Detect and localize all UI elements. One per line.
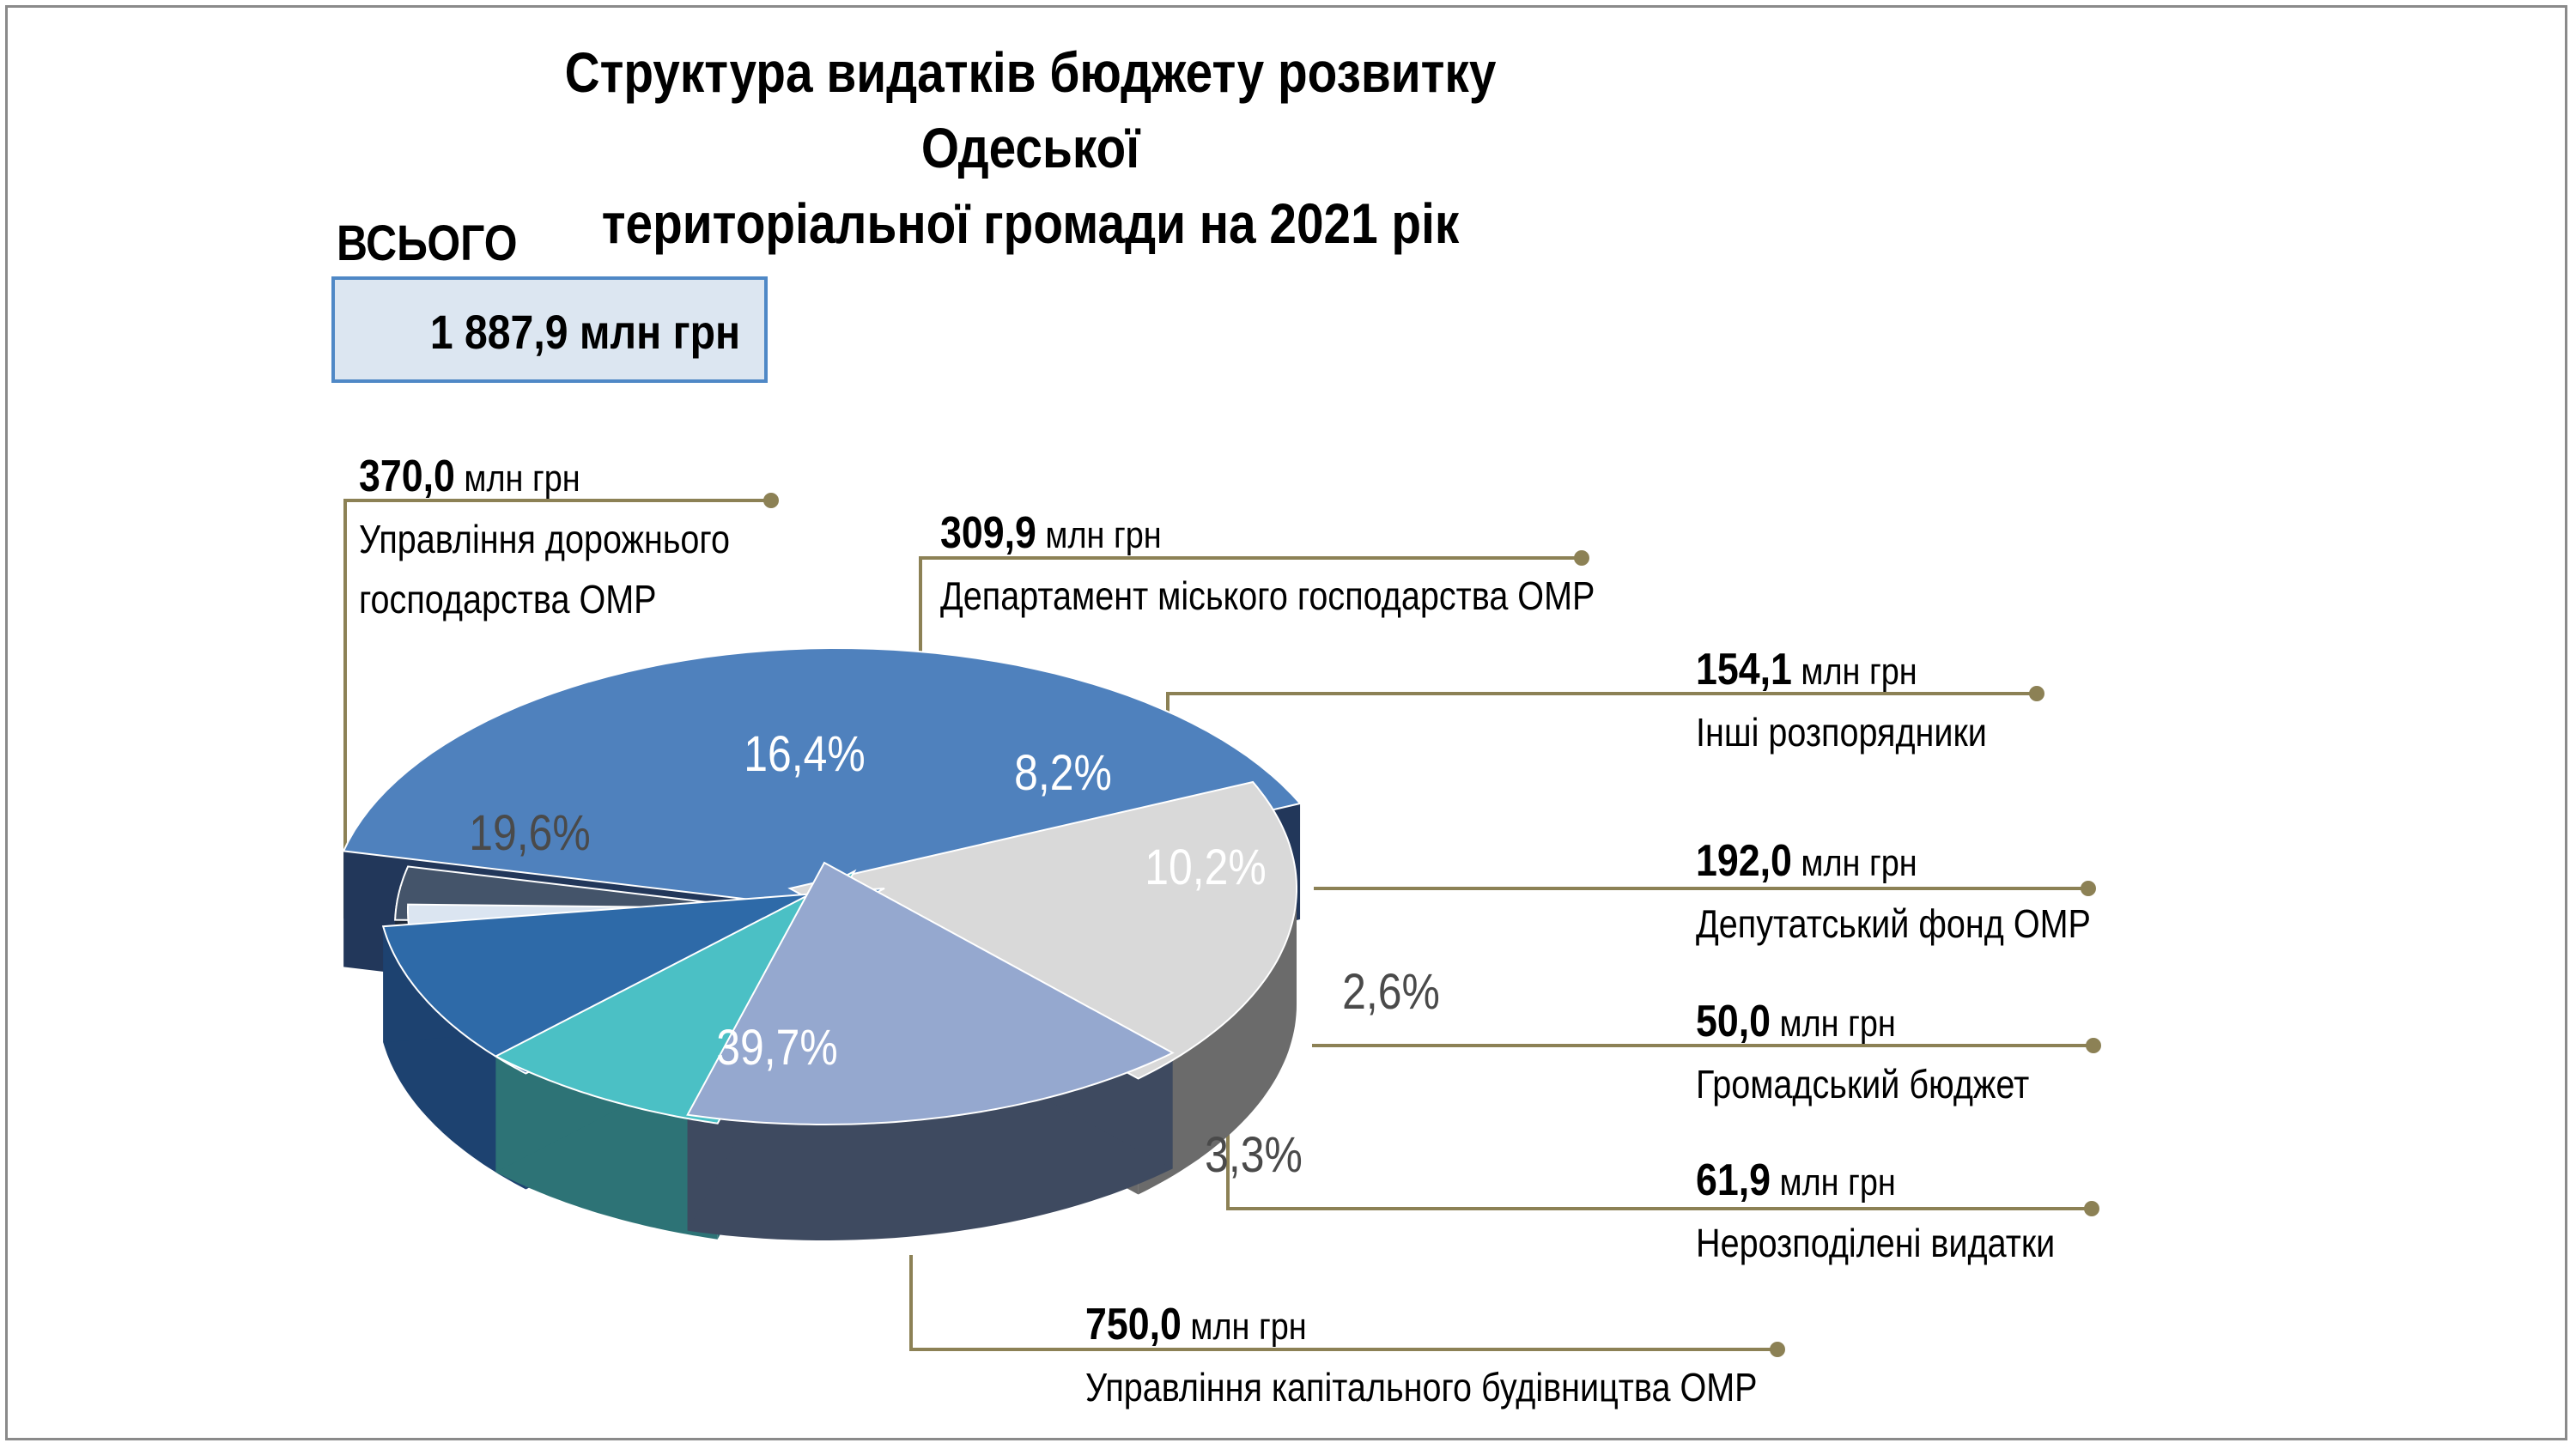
leader-line-6 <box>1226 1129 2092 1210</box>
slice-name-1: Управління дорожнього господарства ОМР <box>359 517 731 621</box>
slice-value-2: 309,9 <box>940 508 1036 558</box>
slice-unit-5: млн грн <box>1771 1003 1896 1045</box>
slice-label-4: 192,0 млн грн Депутатський фонд ОМР <box>1696 831 2091 954</box>
slice-value-3: 154,1 <box>1696 645 1792 694</box>
slice-label-2: 309,9 млн грн Департамент міського господ… <box>940 503 1595 626</box>
leader-dot-1 <box>763 493 779 508</box>
chart-title-line2: територіальної громади на 2021 рік <box>601 191 1460 255</box>
total-box: 1 887,9 млн грн <box>331 276 768 383</box>
leader-dot-5 <box>2086 1038 2101 1053</box>
percent-label-1: 19,6% <box>469 806 590 861</box>
slice-name-2: Департамент міського господарства ОМР <box>940 573 1595 618</box>
slice-value-4: 192,0 <box>1696 836 1792 886</box>
percent-label-5: 2,6% <box>1342 965 1440 1020</box>
leader-dot-0 <box>1770 1342 1785 1357</box>
slice-value-5: 50,0 <box>1696 997 1771 1046</box>
slice-unit-2: млн грн <box>1036 514 1162 556</box>
leader-dot-6 <box>2084 1201 2099 1216</box>
percent-labels: 39,7% 19,6% 16,4% 8,2% 10,2% 2,6% 3,3% <box>469 727 1440 1183</box>
leader-line-1 <box>343 499 771 919</box>
slice-unit-6: млн грн <box>1771 1161 1896 1203</box>
slice-name-6: Нерозподілені видатки <box>1696 1221 2056 1265</box>
pie-tops <box>342 646 1302 1125</box>
slice-unit-0: млн грн <box>1181 1306 1307 1348</box>
leader-dot-4 <box>2081 881 2096 896</box>
chart-title: Структура видатків бюджету розвитку Одес… <box>513 34 1547 261</box>
percent-label-3: 8,2% <box>1014 746 1112 801</box>
leader-line-0 <box>909 1255 1777 1351</box>
slice-unit-1: млн грн <box>454 458 580 500</box>
slice-name-0: Управління капітального будівництва ОМР <box>1085 1365 1758 1410</box>
chart-frame <box>5 5 2567 1440</box>
pie-side-1 <box>1138 888 1297 1195</box>
slice-name-3: Інші розпорядники <box>1696 710 1987 755</box>
slice-label-1: 370,0 млн грн Управління дорожнього госпо… <box>359 446 773 629</box>
leader-dot-3 <box>2029 686 2044 701</box>
slice-value-6: 61,9 <box>1696 1155 1771 1205</box>
leader-dot-2 <box>1574 550 1589 566</box>
percent-label-2: 16,4% <box>744 727 865 782</box>
slice-name-5: Громадський бюджет <box>1696 1062 2030 1106</box>
slice-label-6: 61,9 млн грн Нерозподілені видатки <box>1696 1150 2055 1273</box>
pie-slice-3 <box>494 869 857 1125</box>
slice-value-0: 750,0 <box>1085 1300 1182 1349</box>
slice-label-3: 154,1 млн грн Інші розпорядники <box>1696 640 1987 762</box>
percent-label-0: 39,7% <box>716 1021 837 1076</box>
percent-label-6: 3,3% <box>1205 1128 1303 1183</box>
slice-unit-3: млн грн <box>1791 651 1917 693</box>
percent-label-4: 10,2% <box>1145 840 1266 895</box>
slice-label-0: 750,0 млн грн Управління капітального буд… <box>1085 1294 1758 1417</box>
slice-label-5: 50,0 млн грн Громадський бюджет <box>1696 991 2029 1114</box>
slice-unit-4: млн грн <box>1791 842 1917 884</box>
total-label: ВСЬОГО <box>337 215 518 271</box>
slice-value-1: 370,0 <box>359 452 455 501</box>
chart-title-line1: Структура видатків бюджету розвитку Одес… <box>564 40 1497 179</box>
pie-slice-2 <box>686 861 1175 1125</box>
slice-name-4: Депутатський фонд ОМР <box>1696 901 2091 946</box>
total-value: 1 887,9 млн грн <box>429 305 740 359</box>
pie-slice-1 <box>787 780 1297 1080</box>
